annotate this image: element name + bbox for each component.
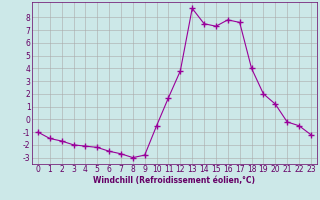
X-axis label: Windchill (Refroidissement éolien,°C): Windchill (Refroidissement éolien,°C)	[93, 176, 255, 185]
